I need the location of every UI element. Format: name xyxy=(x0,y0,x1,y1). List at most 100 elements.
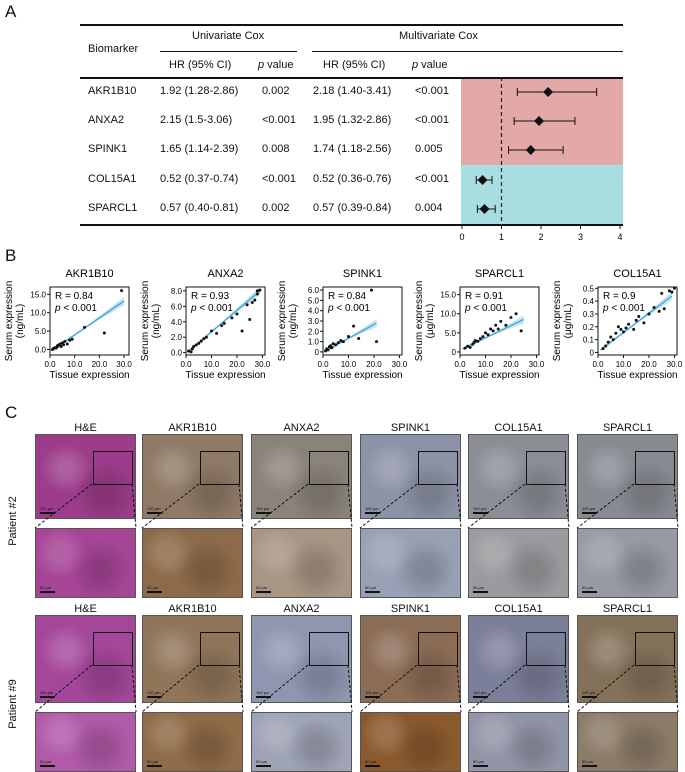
table-top-rule xyxy=(80,24,623,26)
data-point xyxy=(59,345,63,349)
table-cell-multi-p: 0.004 xyxy=(415,202,443,214)
scale-label: 100 μm xyxy=(473,690,487,695)
data-point xyxy=(466,344,470,348)
stain-header: SPINK1 xyxy=(390,422,431,434)
y-tick-label: 2.0 xyxy=(171,333,183,342)
biomarker-name: SPINK1 xyxy=(88,143,128,155)
table-cell-multi-p: 0.005 xyxy=(415,143,443,155)
y-tick-label: 10.0 xyxy=(30,309,46,318)
x-tick-label: 10.0 xyxy=(616,360,632,369)
table-cell-multi-hr: 2.18 (1.40-3.41) xyxy=(313,85,392,97)
p-annotation: p < 0.001 xyxy=(464,303,507,314)
y-axis-unit: (ng/mL) xyxy=(15,304,26,338)
zoom-region-box xyxy=(200,632,240,666)
y-tick-label: 4.0 xyxy=(308,307,320,316)
data-point xyxy=(192,345,196,348)
ihc-panel: Patient #2 H&E 100 μm 50 μm AKR1B10 100 μm 50 … xyxy=(0,420,685,772)
table-cell-uni-p: 0.002 xyxy=(262,85,290,97)
data-point xyxy=(624,326,628,330)
y-tick-label: 0.3 xyxy=(583,310,595,319)
fit-line xyxy=(325,322,377,352)
scale-label: 100 μm xyxy=(256,506,270,511)
scale-label: 100 μm xyxy=(256,690,270,695)
table-cell-uni-hr: 1.92 (1.28-2.86) xyxy=(160,85,239,97)
data-point xyxy=(230,316,234,320)
zoom-region-box xyxy=(93,451,133,485)
data-point xyxy=(209,329,213,333)
scatter-spink1: SPINK1 R = 0.84p < 0.001 0.0 10.0 20.0 30.0 01… xyxy=(277,268,408,381)
y-tick-label: 3.0 xyxy=(308,317,320,326)
ihc-tile-overview: 100 μm xyxy=(577,615,678,703)
connector-left xyxy=(359,483,418,529)
header-multi-hr: HR (95% CI) xyxy=(323,59,386,71)
x-tick-label: 10.0 xyxy=(341,360,357,369)
scale-bar xyxy=(147,512,162,514)
data-point xyxy=(258,288,262,292)
biomarker-name: ANXA2 xyxy=(88,114,125,126)
data-point xyxy=(189,350,193,354)
ihc-tile-overview: 100 μm xyxy=(360,434,461,519)
data-point xyxy=(204,335,208,339)
scale-bar xyxy=(40,696,55,698)
r-annotation: R = 0.9 xyxy=(603,291,636,302)
table-cell-uni-hr: 0.57 (0.40-0.81) xyxy=(160,202,239,214)
data-point xyxy=(83,325,87,329)
hr-marker xyxy=(477,175,488,185)
connector-right xyxy=(347,664,353,713)
data-point xyxy=(473,338,477,342)
scatter-sparcl1: SPARCL1 R = 0.91p < 0.001 0.0 10.0 20.0 30.0 0… xyxy=(414,268,545,381)
scale-bar xyxy=(582,591,597,593)
scale-label: 50 μm xyxy=(582,585,594,590)
x-tick-label: 30.0 xyxy=(667,360,683,369)
data-point xyxy=(662,307,666,311)
zoom-region-box xyxy=(526,632,566,666)
ihc-tile-zoom: 50 μm xyxy=(577,528,678,598)
y-tick-label: 15.0 xyxy=(440,291,456,300)
ihc-tile-overview: 100 μm xyxy=(142,434,243,519)
data-point xyxy=(647,312,651,316)
data-point xyxy=(494,323,498,327)
connector-left xyxy=(34,483,93,529)
table-bottom-rule xyxy=(80,224,623,226)
ihc-tile-zoom: 50 μm xyxy=(360,712,461,772)
data-point xyxy=(514,312,518,316)
scale-bar xyxy=(40,591,55,593)
forest-tick-label: 0 xyxy=(459,232,464,242)
table-cell-multi-hr: 0.52 (0.36-0.76) xyxy=(313,173,392,185)
zoom-region-box xyxy=(635,451,675,485)
forest-plot: 0 1 2 3 4 xyxy=(459,77,623,242)
scale-label: 100 μm xyxy=(40,506,54,511)
y-tick-label: 0.2 xyxy=(583,323,595,332)
connector-left xyxy=(141,664,200,713)
stain-header: COL15A1 xyxy=(494,603,543,615)
y-tick-label: 0.5 xyxy=(583,284,595,293)
forest-tick-label: 3 xyxy=(578,232,583,242)
stain-header: ANXA2 xyxy=(283,422,320,434)
data-point xyxy=(606,340,610,344)
p-value-word: value xyxy=(264,59,294,71)
data-point xyxy=(632,327,636,331)
scale-bar xyxy=(256,591,271,593)
x-tick-label: 20.0 xyxy=(92,360,108,369)
scale-label: 50 μm xyxy=(40,585,52,590)
data-point xyxy=(194,343,198,347)
scale-label: 100 μm xyxy=(147,506,161,511)
data-point xyxy=(486,333,490,337)
y-tick-label: 0.0 xyxy=(35,345,47,354)
header-biomarker: Biomarker xyxy=(88,43,139,55)
zoom-region-box xyxy=(200,451,240,485)
y-tick-label: 0.0 xyxy=(171,349,183,358)
header-multi-p: p value xyxy=(412,59,447,71)
ihc-tile-zoom: 50 μm xyxy=(251,712,352,772)
data-point xyxy=(245,303,249,307)
connector-right xyxy=(456,483,462,529)
data-point xyxy=(240,329,244,333)
scale-bar xyxy=(473,591,488,593)
y-tick-label: 4.0 xyxy=(171,318,183,327)
data-point xyxy=(70,337,74,341)
x-tick-label: 30.0 xyxy=(529,360,545,369)
data-point xyxy=(336,341,340,345)
data-point xyxy=(634,318,638,322)
y-tick-label: 6.0 xyxy=(308,286,320,295)
data-point xyxy=(642,321,646,325)
